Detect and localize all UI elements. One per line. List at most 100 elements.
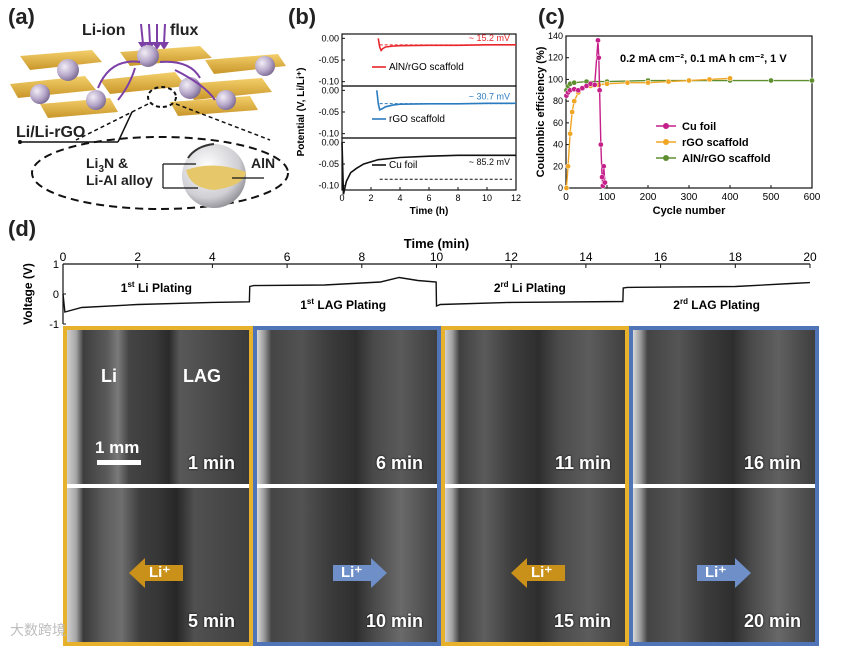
x-tick-label: 0 [60, 250, 67, 264]
x-tick-label: 2 [368, 193, 373, 203]
li-ion-flux-arrows [138, 23, 169, 50]
overpotential-annotation: ~ 15.2 mV [469, 33, 510, 43]
data-point [686, 77, 692, 84]
series-rgo-scaffold [563, 75, 733, 191]
x-tick-label: 12 [505, 250, 519, 264]
data-point [599, 174, 605, 180]
data-point [604, 80, 610, 87]
x-tick-label: 8 [455, 193, 460, 203]
x-tick-label: 4 [209, 250, 216, 264]
time-label: 11 min [554, 453, 611, 473]
series-cu-foil [563, 37, 608, 189]
zoom-circle [147, 86, 177, 108]
legend-label: AlN/rGO scaffold [682, 153, 771, 165]
frame-3: 11 min Li⁺ 15 min [441, 326, 629, 646]
schematic-diagram: Li-ion flux Li/Li-rGO Li3N & [10, 22, 289, 210]
scale-bar-label: 1 mm [95, 438, 140, 457]
y-tick-label: 80 [553, 96, 563, 106]
li-ion-label: Li-ion [82, 22, 126, 39]
y-tick-label: -0.10 [318, 181, 339, 191]
magnified-view-ellipse [31, 136, 289, 210]
y-tick-label: -1 [49, 319, 59, 330]
x-tick-label: 8 [358, 250, 365, 264]
li-ion-arrow-left: Li⁺ [129, 558, 183, 588]
series-line-cu-foil [341, 142, 516, 195]
frame-1: Li LAG 1 mm 1 min Li⁺ 5 min [63, 326, 253, 646]
data-point [600, 163, 607, 170]
legend-label: rGO scaffold [682, 137, 749, 149]
series-line-rgo-scaffold [376, 90, 516, 111]
micrograph-11min: 11 min [445, 330, 625, 484]
legend-label: Cu foil [389, 160, 417, 171]
data-point [591, 82, 598, 88]
x-tick-label: 400 [722, 192, 739, 203]
micrograph-20min: Li⁺ 20 min [633, 488, 815, 642]
data-point [567, 130, 573, 137]
y-tick-label: -0.10 [318, 129, 339, 139]
segment-label: 1st LAG Plating [300, 297, 386, 312]
li-ion-arrow-right: Li⁺ [333, 558, 387, 588]
data-point [598, 141, 604, 148]
y-tick-label: 60 [553, 118, 563, 128]
frame-4: 16 min Li⁺ 20 min [629, 326, 819, 646]
y-tick-label: 1 [53, 259, 59, 271]
data-point [602, 179, 608, 186]
time-label: 5 min [187, 611, 235, 631]
legend-marker [663, 139, 669, 145]
chart-c-coulombic-efficiency: 0 20 40 60 80 100 120 140 0 100 200 300 400 500 600 Cyc… [535, 31, 821, 217]
x-tick-label: 500 [763, 192, 780, 203]
watermark: 大数跨境 [10, 623, 66, 639]
data-point [809, 77, 815, 84]
micrograph-10min: Li⁺ 10 min [257, 488, 437, 642]
x-tick-label: 100 [599, 192, 616, 203]
data-point [569, 109, 576, 115]
series-line [565, 77, 731, 189]
y-tick-label: 120 [548, 53, 563, 63]
lag-electrode-label: LAG [183, 366, 221, 386]
li-rgo-label: Li/Li-rGO [16, 124, 85, 141]
y-tick-label: 0.00 [321, 85, 339, 95]
aln-label: AlN [251, 155, 275, 171]
x-tick-label: 12 [511, 193, 521, 203]
y-tick-label: -0.05 [318, 107, 339, 117]
overpotential-annotation: ~ 85.2 mV [469, 157, 510, 167]
time-label: 16 min [743, 453, 801, 473]
y-tick-label: -0.05 [318, 55, 339, 65]
y-axis-label: Voltage (V) [21, 263, 35, 325]
data-point [563, 185, 570, 191]
y-tick-label: -0.05 [318, 159, 339, 169]
x-axis-label: Time (h) [410, 206, 449, 217]
x-tick-label: 300 [681, 192, 698, 203]
flux-label: flux [170, 22, 199, 39]
li-ion-arrow-left: Li⁺ [511, 558, 565, 588]
micrograph-5min: Li⁺ 5 min [67, 488, 249, 642]
micrograph-15min: Li⁺ 15 min [445, 488, 625, 642]
data-point [565, 163, 571, 170]
legend-label: AlN/rGO scaffold [389, 62, 464, 73]
legend-label: Cu foil [682, 121, 716, 133]
y-axis-label: Potential (V, Li/Li⁺) [296, 68, 307, 157]
x-tick-label: 14 [579, 250, 593, 264]
scale-bar [97, 460, 141, 465]
x-tick-label: 200 [640, 192, 657, 203]
li-al-label: Li-Al alloy [86, 172, 153, 188]
data-point [706, 76, 713, 83]
x-tick-label: 0 [563, 192, 569, 203]
y-tick-label: 0.00 [321, 137, 339, 147]
micrograph-1min: Li LAG 1 mm 1 min [67, 330, 249, 484]
data-point [595, 54, 602, 61]
time-label: 6 min [375, 453, 423, 473]
micrograph-6min: 6 min [257, 330, 437, 484]
core-shell-sphere [182, 143, 246, 208]
y-tick-label: 0 [558, 183, 563, 193]
data-point [665, 78, 672, 85]
y-tick-label: -0.10 [318, 77, 339, 87]
segment-label: 2rd LAG Plating [673, 297, 760, 312]
legend-marker [663, 155, 669, 161]
y-tick-label: 140 [548, 31, 563, 41]
x-tick-label: 20 [803, 250, 817, 264]
data-point [768, 77, 774, 84]
li-electrode-label: Li [101, 366, 117, 386]
voltage-trace [62, 276, 811, 313]
